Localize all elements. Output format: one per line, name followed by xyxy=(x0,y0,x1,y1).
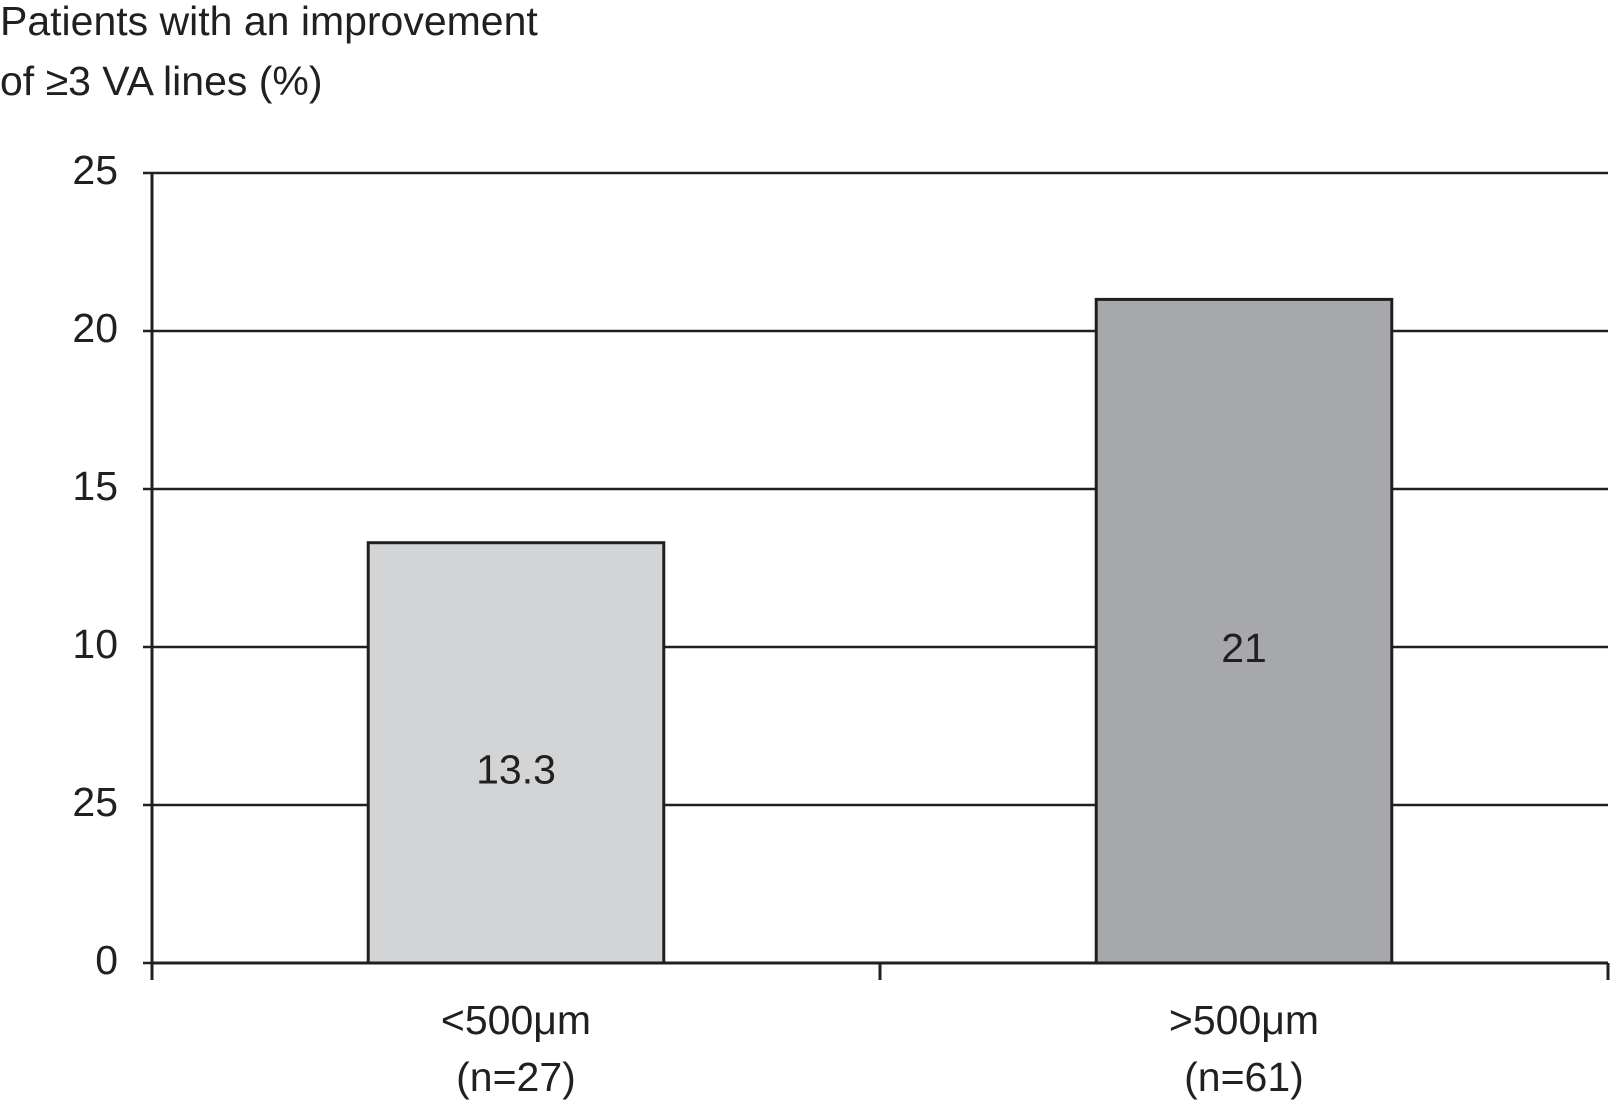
y-tick-label: 25 xyxy=(72,147,118,193)
y-tick-label: 25 xyxy=(72,779,118,825)
y-axis-label: of ≥3 VA lines (%) xyxy=(0,58,323,104)
y-tick-label: 15 xyxy=(72,463,118,509)
x-tick-label: <500μm xyxy=(441,997,591,1043)
x-tick-label: (n=61) xyxy=(1184,1054,1304,1100)
bar xyxy=(366,541,666,965)
y-tick-label: 0 xyxy=(95,937,118,983)
y-axis-label: Patients with an improvement xyxy=(0,0,538,44)
x-tick-label: >500μm xyxy=(1169,997,1319,1043)
data-label: 21 xyxy=(1221,625,1267,671)
x-tick-label: (n=27) xyxy=(456,1054,576,1100)
y-tick-label: 10 xyxy=(72,621,118,667)
y-tick-label: 20 xyxy=(72,305,118,351)
data-label: 13.3 xyxy=(476,747,556,793)
